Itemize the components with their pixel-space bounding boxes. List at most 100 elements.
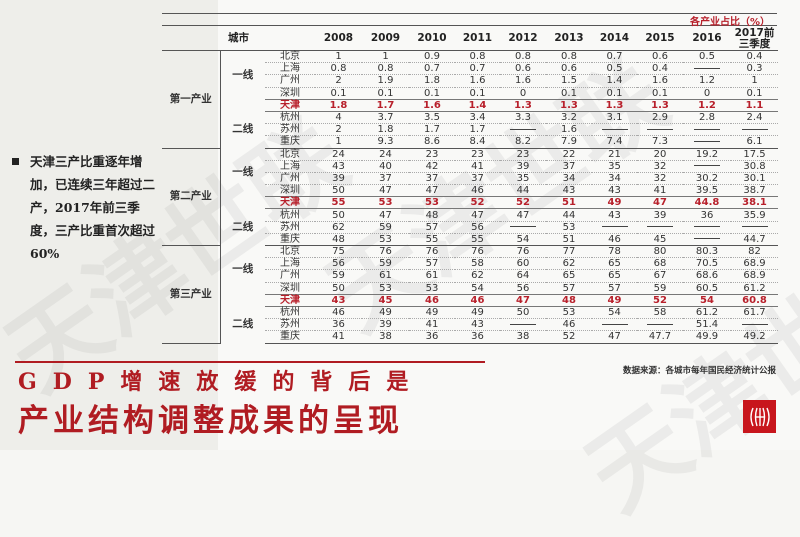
value-cell: 47 — [500, 208, 546, 222]
value-cell: 61 — [409, 269, 455, 283]
value-cell: 37 — [409, 172, 455, 186]
value-cell — [683, 123, 731, 137]
value-cell: 45 — [637, 233, 683, 247]
value-cell: 1.6 — [637, 74, 683, 88]
value-cell: 43 — [315, 160, 362, 173]
value-cell: 59 — [362, 257, 409, 271]
value-cell: 0.6 — [637, 50, 683, 64]
value-cell: 8.4 — [455, 135, 500, 149]
value-cell: 41 — [409, 318, 455, 332]
value-cell: 24 — [362, 148, 409, 161]
no-data-dash — [601, 226, 628, 228]
no-data-dash — [694, 165, 720, 167]
value-cell: 68.6 — [683, 269, 731, 283]
value-cell: 3.7 — [362, 111, 409, 125]
no-data-dash — [601, 128, 628, 130]
value-cell: 48 — [315, 233, 362, 247]
value-cell: 65 — [592, 269, 637, 283]
value-cell: 53 — [546, 221, 592, 234]
value-cell: 43 — [455, 318, 500, 332]
value-cell: 37 — [362, 172, 409, 186]
value-cell: 30.2 — [683, 172, 731, 186]
value-cell: 36 — [315, 318, 362, 332]
value-cell: 0.1 — [731, 87, 778, 100]
table-row: 二线 杭州 4 3.7 3.5 3.4 3.3 3.2 3.1 2.9 2.8 2.4 — [162, 111, 778, 135]
value-cell: 50 — [315, 208, 362, 222]
value-cell: 1.6 — [409, 98, 455, 112]
header-year: 2008 — [323, 32, 354, 44]
no-data-dash — [741, 323, 768, 325]
value-cell: 3.3 — [500, 111, 546, 125]
no-data-dash — [694, 140, 720, 142]
no-data-dash — [694, 226, 720, 228]
value-cell: 32 — [637, 172, 683, 186]
value-cell — [637, 123, 683, 137]
value-cell: 47 — [637, 196, 683, 210]
headline-rule — [15, 361, 485, 363]
value-cell: 55 — [315, 196, 362, 210]
value-cell: 0.7 — [455, 62, 500, 76]
value-cell: 53 — [362, 233, 409, 247]
value-cell: 58 — [637, 306, 683, 320]
value-cell: 50 — [315, 184, 362, 198]
value-cell: 44 — [500, 184, 546, 198]
no-data-dash — [647, 323, 673, 325]
table-row: 广州 39 37 37 37 35 34 34 32 30.2 30.1 — [162, 172, 778, 186]
city-name: 北京 — [265, 50, 315, 64]
value-cell: 23 — [409, 148, 455, 161]
value-cell: 7.9 — [546, 135, 592, 149]
value-cell: 2.4 — [731, 111, 778, 125]
value-cell: 47 — [592, 330, 637, 344]
value-cell: 46 — [455, 184, 500, 198]
bullet-square-icon — [12, 158, 19, 165]
value-cell: 43 — [315, 293, 362, 307]
value-cell: 0.4 — [637, 62, 683, 76]
value-cell: 36 — [455, 330, 500, 344]
company-logo-icon — [743, 400, 776, 433]
city-name: 上海 — [265, 257, 315, 271]
city-name: 天津 — [265, 293, 315, 307]
value-cell: 34 — [546, 172, 592, 186]
bullet-note: 天津三产比重逐年增加，已连续三年超过二产，2017年前三季度，三产比重首次超过6… — [12, 150, 162, 265]
value-cell: 62 — [315, 221, 362, 234]
value-cell: 1.2 — [683, 74, 731, 88]
header-year: 2017前三季度 — [734, 26, 775, 50]
value-cell: 3.4 — [455, 111, 500, 125]
value-cell: 1.8 — [315, 98, 362, 112]
no-data-dash — [510, 128, 536, 130]
value-cell: 0.1 — [315, 87, 362, 100]
value-cell: 0.8 — [362, 62, 409, 76]
value-cell: 53 — [362, 196, 409, 210]
header-year: 2014 — [599, 32, 630, 44]
value-cell: 54 — [500, 233, 546, 247]
value-cell: 1.3 — [500, 98, 546, 112]
header-year: 2011 — [462, 32, 493, 44]
value-cell: 49 — [455, 306, 500, 320]
value-cell: 61.7 — [731, 306, 778, 320]
table-row: 苏州 36 39 41 43 46 51.4 — [162, 318, 778, 332]
value-cell: 0.7 — [592, 50, 637, 64]
value-cell: 9.3 — [362, 135, 409, 149]
table-row: 广州 59 61 61 62 64 65 65 67 68.6 68.9 — [162, 269, 778, 283]
value-cell: 38.7 — [731, 184, 778, 198]
value-cell: 2 — [315, 123, 362, 137]
tier-label: 二线 — [232, 318, 254, 331]
value-cell: 36 — [683, 208, 731, 222]
value-cell: 56 — [455, 221, 500, 234]
value-cell: 1.7 — [362, 98, 409, 112]
value-cell: 8.2 — [500, 135, 546, 149]
header-year: 2012 — [508, 32, 538, 44]
value-cell: 82 — [731, 245, 778, 259]
table-header-row: 城市 2008 2009 2010 2011 2012 2013 2014 20… — [162, 27, 778, 51]
city-name: 深圳 — [265, 87, 315, 100]
value-cell: 62 — [546, 257, 592, 271]
table-second-rule — [162, 25, 777, 26]
value-cell: 77 — [546, 245, 592, 259]
value-cell: 2.8 — [683, 111, 731, 125]
header-year: 2010 — [417, 32, 447, 44]
no-data-dash — [647, 226, 673, 228]
city-name: 苏州 — [265, 221, 315, 234]
value-cell: 58 — [455, 257, 500, 271]
tier-label: 二线 — [232, 123, 254, 136]
table-row: 二线 杭州 46 49 49 49 50 53 54 58 61.2 61.7 — [162, 306, 778, 330]
